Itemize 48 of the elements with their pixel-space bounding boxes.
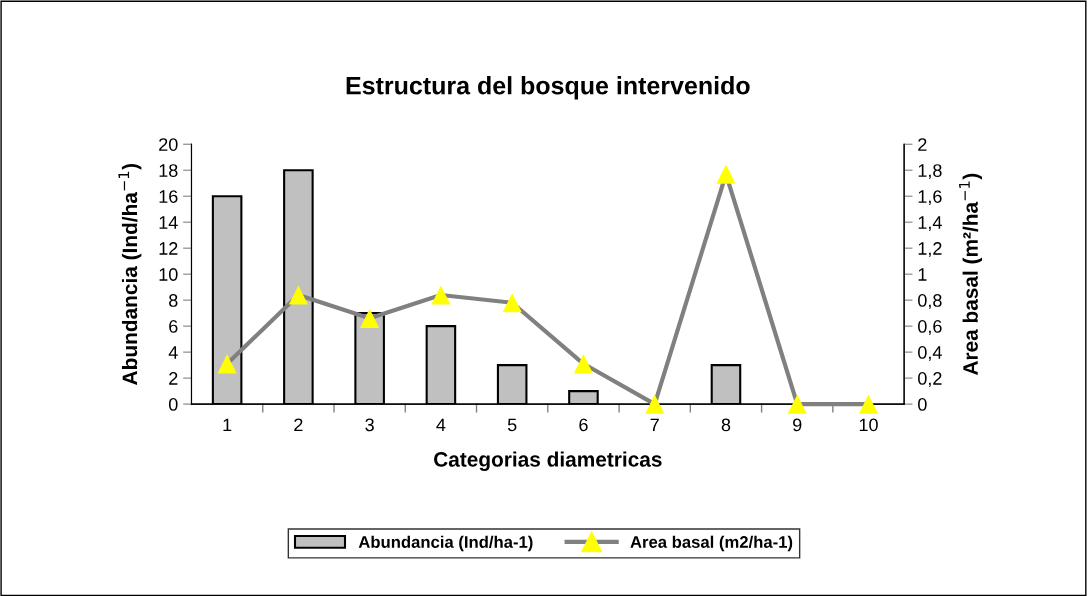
y-tick-label: 2 <box>169 372 178 385</box>
y-tick-label: 4 <box>168 346 178 359</box>
y-tick-label: 18 <box>159 164 178 177</box>
y2-tick-label: 1,6 <box>918 190 942 206</box>
x-tick-label: 8 <box>721 418 731 432</box>
y2-tick-label: 0 <box>918 398 927 411</box>
y2-tick-label: 2 <box>918 138 927 151</box>
x-tick-label: 1 <box>223 418 232 432</box>
x-tick-label: 5 <box>507 418 517 432</box>
y-tick-label: 0 <box>168 398 178 411</box>
point <box>716 164 736 184</box>
y-tick-label: 8 <box>169 294 178 307</box>
point <box>360 308 380 328</box>
x-tick-label: 9 <box>793 418 802 432</box>
y-tick-label: 14 <box>159 216 178 229</box>
x-tick-label: 7 <box>650 418 659 432</box>
y-tick-label: 10 <box>159 268 178 281</box>
y-tick-label: 16 <box>159 190 178 203</box>
y-axis-title: Abundancia (Ind/ha$^{−1}$) <box>118 163 142 385</box>
point <box>645 394 665 414</box>
point <box>431 285 451 305</box>
y-tick-label: 20 <box>159 138 178 151</box>
y-tick-label: 6 <box>169 320 178 333</box>
y2-tick-label: 0,2 <box>918 372 942 387</box>
point <box>858 394 879 414</box>
point <box>573 354 594 374</box>
legend-label: Area basal (m2/ha-1) <box>630 535 793 552</box>
y2-tick-label: 1 <box>918 268 927 281</box>
x-axis-title: Categorias diametricas <box>434 451 662 471</box>
y2-tick-label: 1,2 <box>918 242 942 258</box>
y2-tick-label: 0,8 <box>918 294 942 309</box>
y2-tick-label: 1,8 <box>918 164 942 180</box>
legend-label: Abundancia (Ind/ha-1) <box>358 535 533 552</box>
y-tick-label: 12 <box>159 242 178 255</box>
point <box>787 394 807 414</box>
x-tick-label: 10 <box>859 418 878 432</box>
x-tick-label: 4 <box>436 418 446 432</box>
point <box>288 285 308 305</box>
x-tick-label: 6 <box>579 418 588 432</box>
x-tick-label: 3 <box>365 418 374 432</box>
point <box>502 293 522 313</box>
y2-tick-label: 0,6 <box>918 320 942 335</box>
chart-title: Estructura del bosque intervenido <box>346 76 750 100</box>
point <box>217 354 237 374</box>
y2-axis-title: Area basal (m²/ha$^{−1}$) <box>959 173 983 376</box>
y2-tick-label: 0,4 <box>918 346 942 361</box>
y2-tick-label: 1,4 <box>918 216 942 232</box>
x-tick-label: 2 <box>294 418 303 432</box>
